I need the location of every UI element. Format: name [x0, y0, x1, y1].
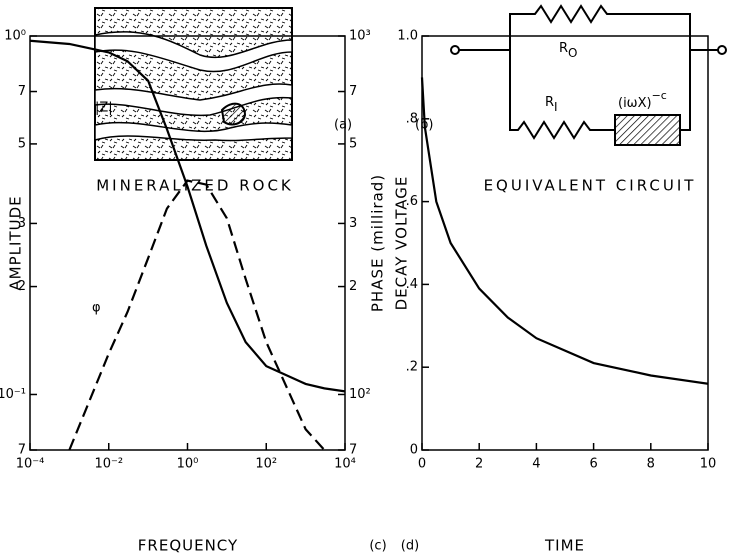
y-tick-label: 3 [18, 216, 26, 231]
y-tick-label: 2 [18, 279, 26, 294]
resistor-label: RI [545, 95, 558, 114]
y2-tick-label: 10² [349, 387, 371, 402]
y-tick-label: .4 [406, 277, 418, 292]
y-tick-label: 5 [18, 136, 26, 151]
x-tick-label: 2 [475, 457, 483, 472]
y2-tick-label: 2 [349, 279, 357, 294]
y-axis-label: DECAY VOLTAGE [393, 176, 411, 311]
y-tick-label: .2 [406, 360, 418, 375]
x-tick-label: 4 [532, 457, 540, 472]
y-tick-label: 10⁰ [4, 29, 26, 44]
x-axis-label: TIME [544, 537, 585, 555]
y2-axis-label: PHASE (millirad) [369, 174, 387, 312]
y-tick-label: 10⁻¹ [0, 387, 26, 402]
x-tick-label: 10⁻² [94, 457, 123, 472]
x-tick-label: 6 [589, 457, 597, 472]
y2-tick-label: 5 [349, 136, 357, 151]
element-symbol: (iωX) [618, 96, 652, 111]
x-tick-label: 0 [418, 457, 426, 472]
y-tick-label: 7 [18, 443, 26, 458]
x-tick-label: 10² [255, 457, 277, 472]
series-annotation: φ [92, 301, 101, 316]
y-tick-label: 1.0 [397, 29, 418, 44]
y2-tick-label: 7 [349, 443, 357, 458]
circuit [450, 4, 727, 146]
panel-label: (d) [401, 539, 419, 554]
x-tick-label: 10 [700, 457, 717, 472]
y-tick-label: 7 [18, 84, 26, 99]
y2-tick-label: 7 [349, 84, 357, 99]
series-line [29, 39, 346, 393]
y-axis-label: AMPLITUDE [7, 195, 25, 290]
plot-frame [421, 35, 709, 451]
element-label: (iωX)−c [618, 89, 667, 111]
y-tick-label: .8 [406, 111, 418, 126]
resistor-label: RO [559, 41, 578, 60]
series-line [420, 77, 709, 385]
series-annotation: |Z| [95, 101, 113, 116]
x-tick-label: 8 [647, 457, 655, 472]
y-tick-label: .6 [406, 194, 418, 209]
panel-label: (a) [334, 118, 352, 133]
x-axis-label: FREQUENCY [138, 537, 238, 555]
rock-diagram [94, 7, 293, 161]
caption: EQUIVALENT CIRCUIT [484, 177, 697, 195]
x-tick-label: 10⁴ [334, 457, 356, 472]
resistor-subscript: O [568, 46, 577, 60]
caption: MINERALIZED ROCK [96, 177, 294, 195]
y2-tick-label: 3 [349, 216, 357, 231]
panel-label: (c) [369, 539, 386, 554]
y-tick-label: 0 [410, 443, 418, 458]
resistor-symbol: R [559, 41, 568, 56]
y2-tick-label: 10³ [349, 29, 371, 44]
x-tick-label: 10⁻⁴ [16, 457, 45, 472]
resistor-subscript: I [554, 100, 558, 114]
resistor-symbol: R [545, 95, 554, 110]
x-tick-label: 10⁰ [177, 457, 199, 472]
series-line [68, 179, 326, 451]
element-exponent: −c [652, 89, 667, 102]
